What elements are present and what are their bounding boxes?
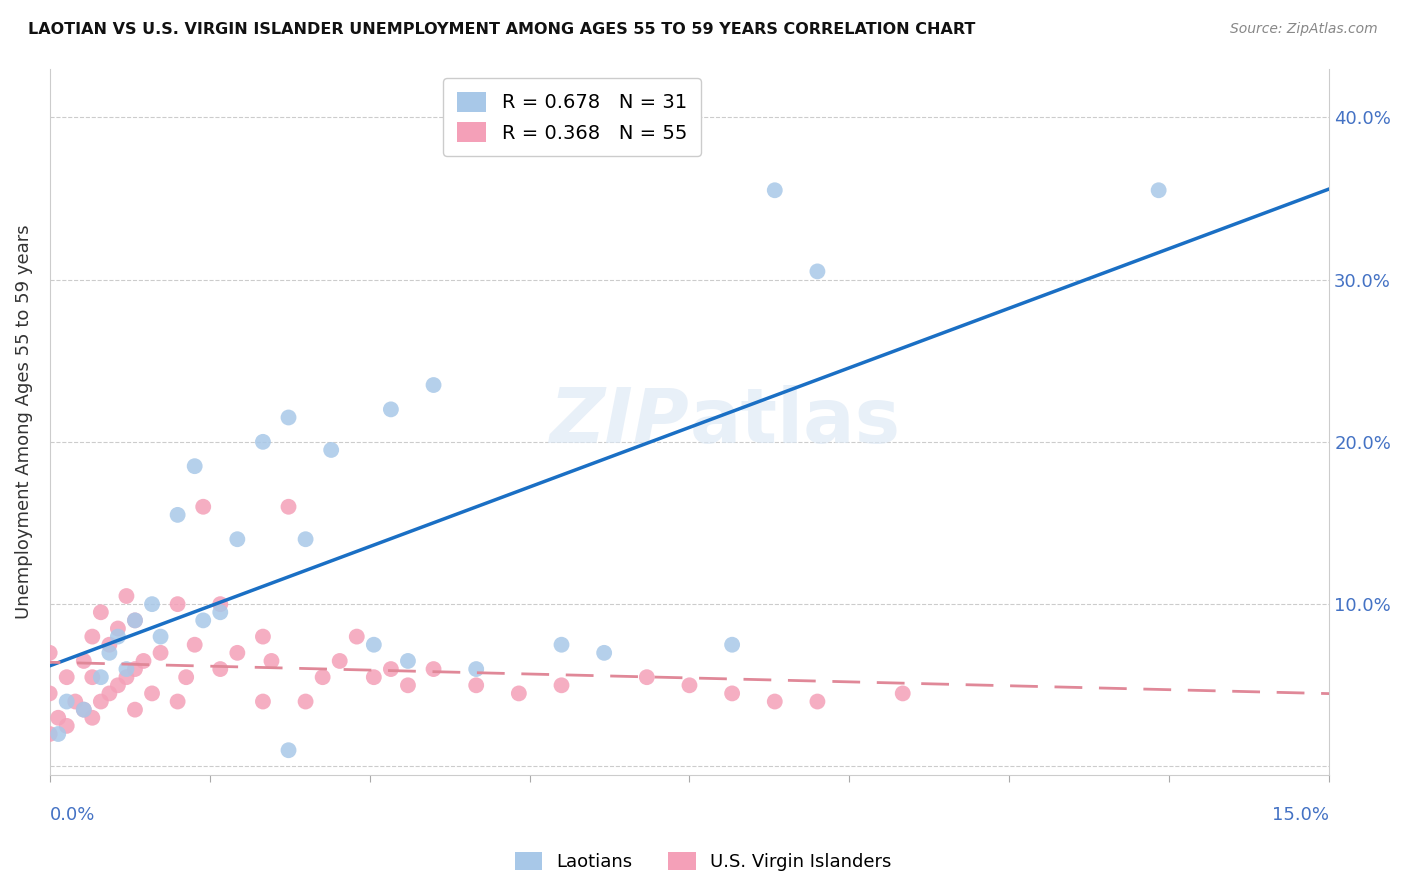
Point	[115, 670, 138, 684]
Point	[209, 662, 232, 676]
Point	[46, 711, 69, 725]
Point	[396, 678, 419, 692]
Point	[294, 533, 316, 547]
Point	[141, 597, 163, 611]
Point	[55, 694, 77, 708]
Point	[193, 613, 215, 627]
Point	[98, 638, 121, 652]
Legend: R = 0.678   N = 31, R = 0.368   N = 55: R = 0.678 N = 31, R = 0.368 N = 55	[443, 78, 700, 156]
Point	[82, 711, 104, 725]
Point	[38, 646, 60, 660]
Point	[115, 662, 138, 676]
Point	[90, 694, 112, 708]
Point	[73, 703, 96, 717]
Point	[107, 622, 129, 636]
Point	[107, 630, 129, 644]
Point	[98, 646, 121, 660]
Point	[329, 654, 352, 668]
Point	[65, 694, 87, 708]
Point	[721, 638, 744, 652]
Y-axis label: Unemployment Among Ages 55 to 59 years: Unemployment Among Ages 55 to 59 years	[15, 224, 32, 619]
Point	[260, 654, 283, 668]
Point	[124, 662, 146, 676]
Point	[380, 662, 402, 676]
Point	[422, 378, 444, 392]
Point	[550, 678, 572, 692]
Point	[277, 743, 299, 757]
Point	[73, 654, 96, 668]
Point	[252, 630, 274, 644]
Legend: Laotians, U.S. Virgin Islanders: Laotians, U.S. Virgin Islanders	[508, 845, 898, 879]
Point	[465, 662, 488, 676]
Point	[508, 686, 530, 700]
Text: 15.0%: 15.0%	[1272, 806, 1329, 824]
Point	[82, 670, 104, 684]
Point	[294, 694, 316, 708]
Point	[321, 442, 343, 457]
Point	[38, 727, 60, 741]
Point	[132, 654, 155, 668]
Point	[806, 694, 828, 708]
Point	[124, 613, 146, 627]
Point	[226, 533, 249, 547]
Point	[636, 670, 658, 684]
Point	[166, 597, 188, 611]
Text: atlas: atlas	[689, 384, 901, 458]
Point	[107, 678, 129, 692]
Text: Source: ZipAtlas.com: Source: ZipAtlas.com	[1230, 22, 1378, 37]
Text: LAOTIAN VS U.S. VIRGIN ISLANDER UNEMPLOYMENT AMONG AGES 55 TO 59 YEARS CORRELATI: LAOTIAN VS U.S. VIRGIN ISLANDER UNEMPLOY…	[28, 22, 976, 37]
Point	[141, 686, 163, 700]
Point	[183, 459, 205, 474]
Point	[55, 719, 77, 733]
Point	[209, 605, 232, 619]
Point	[183, 638, 205, 652]
Point	[226, 646, 249, 660]
Point	[252, 434, 274, 449]
Point	[380, 402, 402, 417]
Point	[277, 500, 299, 514]
Point	[346, 630, 368, 644]
Point	[90, 670, 112, 684]
Point	[678, 678, 700, 692]
Point	[209, 597, 232, 611]
Text: ZIP: ZIP	[550, 384, 689, 458]
Point	[422, 662, 444, 676]
Point	[124, 613, 146, 627]
Point	[252, 694, 274, 708]
Point	[396, 654, 419, 668]
Point	[115, 589, 138, 603]
Point	[90, 605, 112, 619]
Point	[550, 638, 572, 652]
Point	[721, 686, 744, 700]
Point	[763, 183, 786, 197]
Point	[73, 703, 96, 717]
Point	[363, 670, 385, 684]
Point	[166, 694, 188, 708]
Point	[311, 670, 333, 684]
Point	[46, 727, 69, 741]
Point	[363, 638, 385, 652]
Point	[806, 264, 828, 278]
Point	[55, 670, 77, 684]
Point	[891, 686, 914, 700]
Point	[593, 646, 616, 660]
Point	[193, 500, 215, 514]
Point	[38, 686, 60, 700]
Point	[465, 678, 488, 692]
Point	[166, 508, 188, 522]
Point	[174, 670, 197, 684]
Point	[277, 410, 299, 425]
Point	[98, 686, 121, 700]
Point	[82, 630, 104, 644]
Text: 0.0%: 0.0%	[49, 806, 96, 824]
Point	[124, 703, 146, 717]
Point	[763, 694, 786, 708]
Point	[149, 630, 172, 644]
Point	[149, 646, 172, 660]
Point	[1147, 183, 1170, 197]
